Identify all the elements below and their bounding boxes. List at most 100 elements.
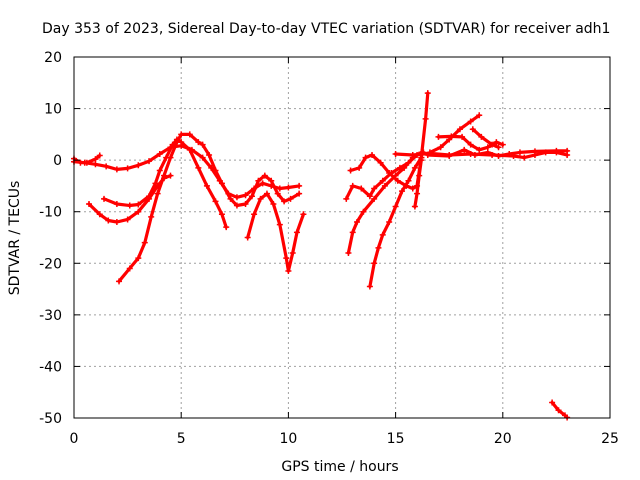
- data-point-marker: [289, 249, 296, 256]
- data-point-marker: [156, 150, 163, 157]
- series-arc-13: [426, 112, 483, 156]
- y-tick-label: -10: [39, 205, 62, 221]
- series-arc-9: [345, 149, 425, 256]
- data-point-marker: [553, 147, 560, 154]
- data-point-marker: [495, 153, 502, 160]
- data-point-marker: [101, 195, 108, 202]
- data-point-marker: [448, 133, 455, 140]
- data-point-marker: [409, 185, 416, 192]
- data-point-marker: [173, 139, 180, 146]
- data-point-marker: [388, 170, 395, 177]
- data-point-marker: [467, 141, 474, 148]
- data-point-marker: [103, 163, 110, 170]
- data-point-marker: [401, 164, 408, 171]
- data-point-marker: [379, 231, 386, 238]
- series-arc-14: [435, 133, 506, 153]
- data-point-marker: [369, 151, 376, 158]
- data-point-marker: [257, 195, 264, 202]
- data-point-marker: [135, 201, 142, 208]
- data-point-marker: [392, 172, 399, 179]
- data-point-marker: [199, 141, 206, 148]
- x-tick-label: 0: [70, 431, 79, 447]
- data-point-marker: [531, 148, 538, 155]
- series-arc-3: [101, 136, 230, 231]
- data-point-marker: [399, 188, 406, 195]
- data-point-marker: [418, 157, 425, 164]
- data-point-marker: [251, 211, 258, 218]
- data-point-marker: [506, 150, 513, 157]
- data-point-marker: [459, 133, 466, 140]
- data-point-marker: [371, 185, 378, 192]
- data-point-marker: [156, 167, 163, 174]
- data-point-marker: [218, 180, 225, 187]
- data-point-marker: [206, 151, 213, 158]
- data-point-marker: [218, 211, 225, 218]
- data-point-marker: [469, 126, 476, 133]
- data-point-marker: [360, 208, 367, 215]
- data-point-marker: [347, 167, 354, 174]
- data-point-marker: [203, 182, 210, 189]
- series-trace: [550, 400, 569, 420]
- x-tick-label: 5: [177, 431, 186, 447]
- data-point-marker: [300, 211, 307, 218]
- data-point-marker: [358, 185, 365, 192]
- data-point-marker: [154, 190, 161, 197]
- data-point-marker: [233, 202, 240, 209]
- data-point-marker: [424, 90, 431, 97]
- data-point-marker: [113, 166, 120, 173]
- data-point-marker: [349, 182, 356, 189]
- data-point-marker: [478, 133, 485, 140]
- series-trace: [471, 127, 501, 149]
- data-point-marker: [242, 200, 249, 207]
- data-point-marker: [135, 208, 142, 215]
- data-point-marker: [124, 216, 131, 223]
- data-point-marker: [392, 150, 399, 157]
- data-point-marker: [394, 177, 401, 184]
- series-trace: [413, 158, 423, 209]
- data-point-marker: [296, 190, 303, 197]
- series-arc-11: [411, 157, 425, 210]
- data-point-marker: [516, 149, 523, 156]
- data-point-marker: [285, 184, 292, 191]
- x-axis-ticks: 0 5 10 15 20 25: [70, 57, 619, 447]
- y-tick-label: 10: [44, 102, 62, 118]
- data-point-marker: [146, 158, 153, 165]
- data-point-marker: [86, 200, 93, 207]
- data-point-marker: [261, 172, 268, 179]
- data-point-marker: [283, 255, 290, 262]
- data-point-marker: [268, 177, 275, 184]
- data-point-marker: [354, 219, 361, 226]
- data-point-marker: [424, 151, 431, 158]
- data-point-marker: [83, 159, 90, 166]
- data-point-marker: [296, 182, 303, 189]
- series-trace: [428, 113, 481, 154]
- data-point-marker: [96, 211, 103, 218]
- data-point-marker: [405, 177, 412, 184]
- data-point-marker: [467, 118, 474, 125]
- data-point-marker: [113, 219, 120, 226]
- y-tick-label: 0: [53, 153, 62, 169]
- data-point-marker: [281, 198, 288, 205]
- data-point-marker: [287, 195, 294, 202]
- data-point-marker: [386, 219, 393, 226]
- data-point-marker: [456, 126, 463, 133]
- y-axis-label: SDTVAR / TECUs: [7, 181, 23, 296]
- data-point-marker: [564, 414, 571, 421]
- series-arc-5: [116, 131, 303, 285]
- data-point-marker: [212, 167, 219, 174]
- data-point-marker: [233, 194, 240, 201]
- data-point-marker: [362, 154, 369, 161]
- data-point-marker: [549, 399, 556, 406]
- data-point-marker: [77, 159, 84, 166]
- y-axis-ticks: -50 -40 -30 -20 -10 0 10 20: [39, 50, 610, 427]
- series-arc-4: [86, 172, 174, 226]
- data-point-marker: [126, 202, 133, 209]
- data-point-marker: [366, 193, 373, 200]
- data-point-marker: [379, 177, 386, 184]
- data-point-marker: [471, 151, 478, 158]
- series-layer: [71, 90, 571, 421]
- data-point-marker: [113, 200, 120, 207]
- data-point-marker: [167, 154, 174, 161]
- data-point-marker: [255, 177, 262, 184]
